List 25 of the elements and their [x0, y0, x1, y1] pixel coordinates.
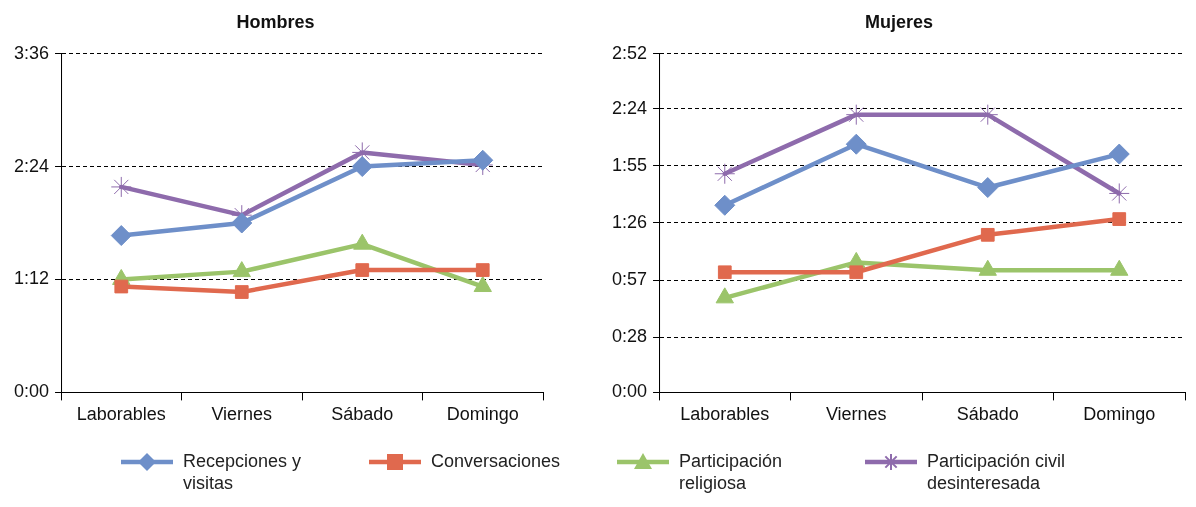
x-tick-label: Viernes	[211, 404, 273, 425]
legend-label: Conversaciones	[431, 450, 562, 472]
y-tick-label: 0:57	[611, 269, 648, 290]
x-tick-label: Sábado	[956, 404, 1019, 425]
x-tick-label: Laborables	[76, 404, 166, 425]
y-tick-label: 3:36	[13, 42, 50, 63]
y-tick-label: 1:26	[611, 211, 648, 232]
y-tick-label: 0:28	[611, 326, 648, 347]
x-tick-label: Domingo	[1083, 404, 1156, 425]
y-tick-label: 2:24	[611, 97, 648, 118]
x-tick-label: Sábado	[331, 404, 394, 425]
chart-title: Mujeres	[864, 11, 934, 32]
y-tick-label: 2:24	[13, 155, 50, 176]
x-tick-label: Domingo	[446, 404, 519, 425]
y-tick-label: 1:12	[13, 268, 50, 289]
y-tick-label: 0:00	[13, 381, 50, 402]
y-tick-label: 2:52	[611, 42, 648, 63]
x-tick-label: Laborables	[680, 404, 770, 425]
legend-label: Participación civil desinteresada	[927, 450, 1067, 494]
y-tick-label: 1:55	[611, 154, 648, 175]
chart-title: Hombres	[236, 11, 315, 32]
x-tick-label: Viernes	[825, 404, 887, 425]
y-tick-label: 0:00	[611, 381, 648, 402]
legend-label: Recepciones y visitas	[183, 450, 303, 494]
legend-label: Participación religiosa	[679, 450, 784, 494]
